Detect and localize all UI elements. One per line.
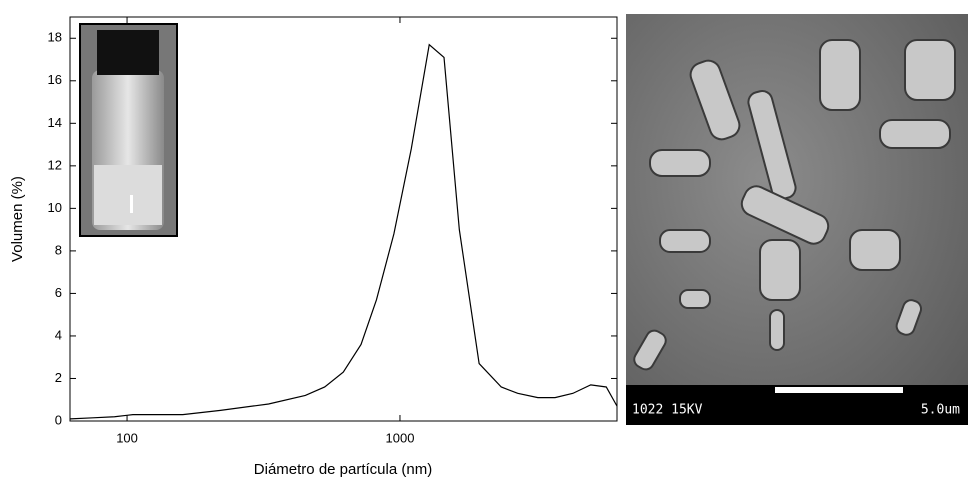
y-tick-label: 14 <box>48 115 62 130</box>
x-tick-label: 1000 <box>386 430 415 445</box>
plot-frame <box>69 16 618 422</box>
y-tick-label: 10 <box>48 200 62 215</box>
y-tick-label: 8 <box>55 242 62 257</box>
y-tick-label: 2 <box>55 370 62 385</box>
line-series <box>70 43 618 420</box>
y-tick-label: 6 <box>55 285 62 300</box>
sem-label: 1022 15KV <box>632 403 703 418</box>
y-tick-label: 12 <box>48 157 62 172</box>
y-tick-label: 16 <box>48 72 62 87</box>
sem-scale-label: 5.0um <box>921 403 960 418</box>
y-axis-title: Volumen (%) <box>9 176 26 262</box>
y-tick-label: 0 <box>55 412 62 427</box>
y-tick-label: 4 <box>55 327 62 342</box>
inset-photo <box>79 23 178 237</box>
x-axis-title: Diámetro de partícula (nm) <box>254 461 432 478</box>
sem-image <box>626 14 968 425</box>
x-tick-label: 100 <box>116 430 138 445</box>
y-tick-label: 18 <box>48 30 62 45</box>
